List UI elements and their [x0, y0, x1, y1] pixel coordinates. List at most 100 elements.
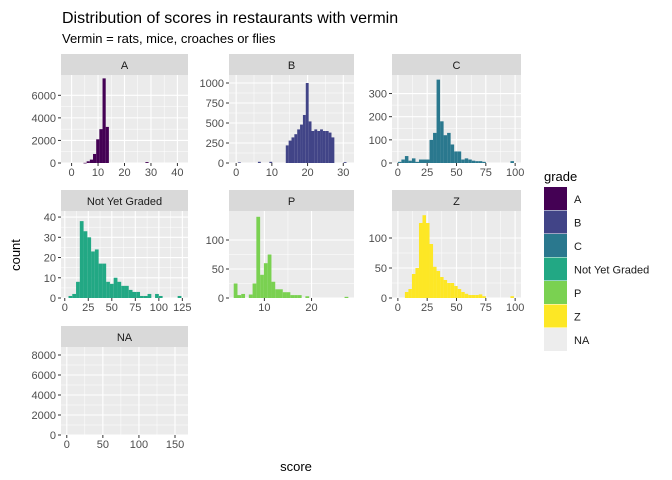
strip-label: NA — [117, 332, 133, 344]
histogram-bar — [397, 161, 402, 163]
y-tick-label: 300 — [369, 89, 387, 101]
x-tick-label: 100 — [506, 167, 524, 179]
histogram-bar — [408, 289, 412, 298]
histogram-bar — [113, 277, 118, 298]
histogram-bar — [305, 83, 309, 163]
y-tick-label: 50 — [375, 263, 387, 275]
histogram-bars — [237, 83, 347, 163]
histogram-bar — [269, 161, 273, 163]
histogram-bar — [343, 162, 347, 163]
histogram-bar — [418, 159, 423, 163]
histogram-bar — [475, 295, 479, 298]
histogram-bar — [106, 281, 110, 298]
x-tick-label: 100 — [130, 439, 148, 451]
x-tick-label: 50 — [450, 167, 462, 179]
histogram-bar — [415, 161, 419, 163]
legend-item-c: C — [544, 234, 582, 257]
histogram-bar — [305, 296, 310, 298]
legend-swatch — [544, 281, 567, 304]
histogram-bar — [317, 131, 321, 163]
histogram-bar — [237, 295, 242, 298]
y-tick-label: 200 — [369, 112, 387, 124]
histogram-bar — [443, 135, 448, 163]
histogram-bar — [241, 293, 246, 298]
x-tick-label: 20 — [305, 302, 317, 314]
histogram-bar — [454, 151, 458, 163]
strip-background — [61, 54, 188, 75]
histogram-bar — [328, 132, 332, 163]
legend-item-na: NA — [544, 328, 590, 351]
strip-label: Z — [453, 196, 460, 208]
x-tick-label: 40 — [171, 167, 183, 179]
histogram-bar — [478, 161, 483, 163]
histogram-bar — [447, 132, 451, 163]
legend-item-b: B — [544, 210, 581, 234]
gridlines — [392, 75, 521, 164]
histogram-bar — [263, 263, 268, 298]
y-tick-label: 0 — [381, 158, 387, 170]
histogram-bar — [433, 266, 437, 298]
histogram-bar — [404, 292, 409, 298]
histogram-bar — [408, 160, 412, 163]
legend: grade ABC Not Yet Graded PZ NA — [544, 169, 649, 351]
strip-label: Not Yet Graded — [87, 196, 162, 208]
x-tick-label: 20 — [301, 167, 313, 179]
y-tick-label: 30 — [44, 232, 56, 244]
histogram-bar — [294, 134, 298, 163]
histogram-bar — [404, 156, 409, 163]
histogram-bar — [411, 274, 416, 298]
panel-c: C 0 25 50 75 100 0 100 200 300 — [369, 54, 524, 179]
y-tick-label: 6000 — [32, 370, 56, 382]
y-tick-label: 250 — [206, 138, 224, 150]
legend-item-not-yet-graded: Not Yet Graded — [544, 257, 649, 281]
histogram-bar — [440, 121, 444, 163]
histogram-bar — [422, 215, 427, 298]
histogram-bar — [132, 291, 137, 298]
y-tick-label: 0 — [218, 293, 224, 305]
histogram-bar — [102, 263, 107, 298]
histogram-bar — [314, 129, 318, 163]
histogram-bar — [177, 295, 182, 298]
legend-title: grade — [544, 169, 577, 184]
legend-label: Z — [574, 312, 581, 324]
histogram-bar — [457, 289, 462, 298]
histogram-bar — [256, 216, 261, 298]
histogram-bars — [68, 221, 182, 298]
x-tick-label: 50 — [450, 302, 462, 314]
x-tick-label: 75 — [129, 302, 141, 314]
x-tick-label: 150 — [166, 439, 184, 451]
histogram-bar — [471, 160, 476, 163]
histogram-bar — [124, 285, 129, 298]
panel-a: A 0 10 20 30 40 0 2000 4000 6000 — [32, 54, 188, 179]
histogram-bar — [436, 79, 441, 163]
histogram-bar — [76, 281, 80, 298]
histogram-bar — [94, 249, 99, 298]
y-tick-label: 1000 — [200, 78, 224, 90]
histogram-bar — [426, 159, 430, 163]
histogram-bar — [98, 263, 103, 298]
chart-subtitle: Vermin = rats, mice, croaches or flies — [62, 31, 276, 46]
y-tick-label: 6000 — [32, 90, 56, 102]
histogram-bar — [426, 223, 430, 298]
histogram-bar — [72, 293, 77, 298]
histogram-bar — [136, 291, 141, 298]
legend-label: C — [574, 241, 582, 253]
x-tick-label: 50 — [106, 302, 118, 314]
x-tick-label: 25 — [421, 302, 433, 314]
x-tick-label: 100 — [506, 302, 524, 314]
histogram-bar — [248, 294, 253, 298]
histogram-bar — [440, 277, 444, 298]
y-axis-label: count — [8, 239, 23, 271]
y-tick-label: 50 — [212, 264, 224, 276]
x-tick-label: 10 — [258, 302, 270, 314]
y-tick-label: 500 — [206, 118, 224, 130]
y-tick-label: 2000 — [32, 410, 56, 422]
histogram-bar — [91, 251, 95, 298]
legend-label: NA — [574, 335, 590, 347]
strip-label: B — [288, 60, 295, 72]
x-tick-label: 0 — [62, 302, 68, 314]
histogram-bar — [121, 285, 125, 298]
histogram-bar — [257, 161, 261, 163]
histogram-bars — [83, 78, 149, 164]
